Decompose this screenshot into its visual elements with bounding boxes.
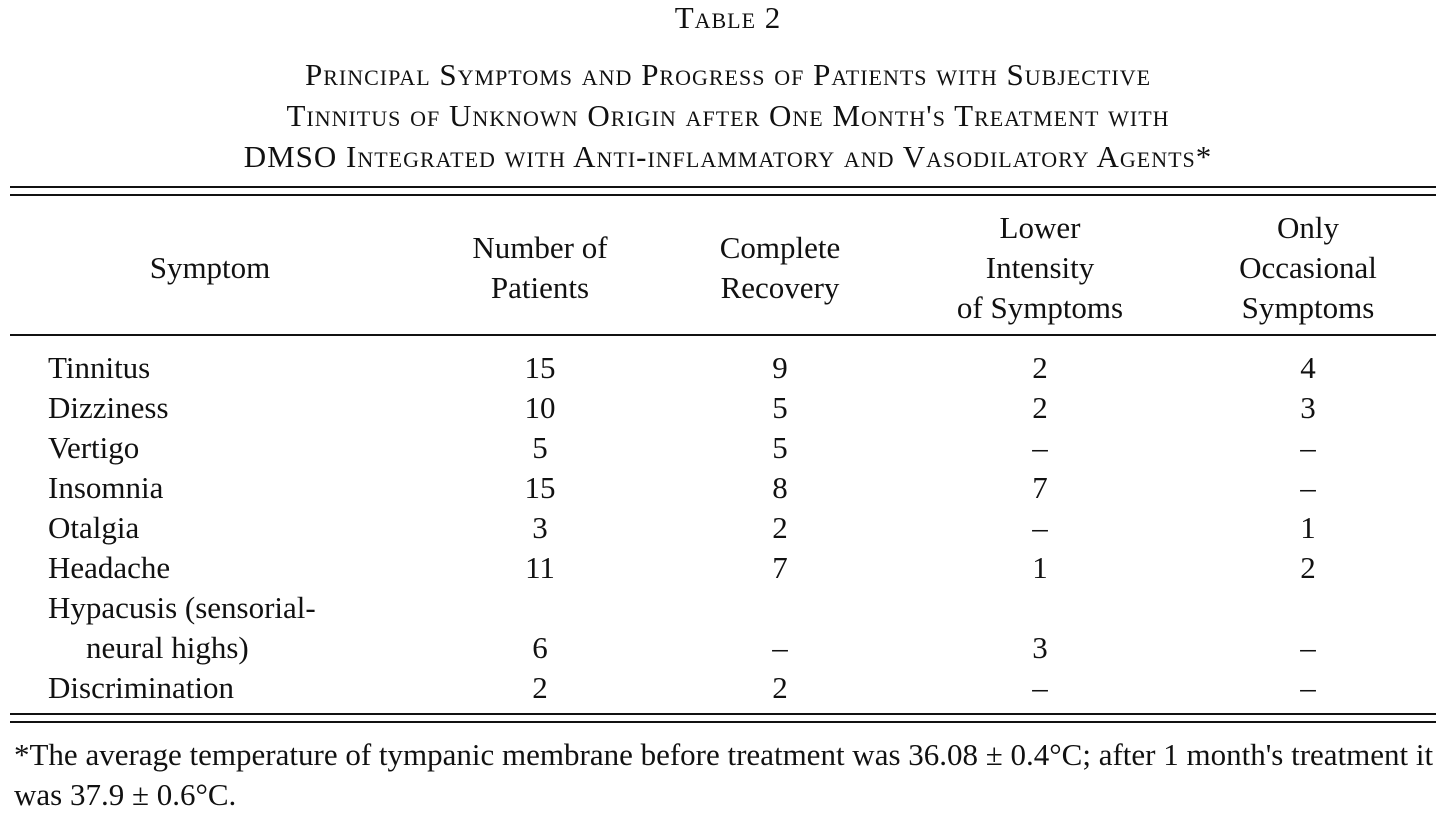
column-header: Complete (719, 230, 841, 265)
cell: 11 (525, 550, 555, 585)
column-header: Occasional (1239, 250, 1377, 285)
row-label: Otalgia (48, 510, 140, 545)
row-label: Hypacusis (sensorial- (48, 590, 316, 625)
cell: 6 (532, 630, 548, 665)
column-header: Lower (999, 210, 1081, 245)
row-label: Dizziness (48, 390, 169, 425)
cell: 2 (772, 670, 788, 705)
cell: 1 (1032, 550, 1048, 585)
row-label: Headache (48, 550, 171, 585)
rule (10, 186, 1436, 188)
cell: 5 (532, 430, 548, 465)
cell: – (1300, 670, 1316, 705)
row-label: neural highs) (86, 630, 249, 665)
cell: – (1032, 510, 1048, 545)
cell: 5 (772, 430, 788, 465)
cell: 2 (1300, 550, 1316, 585)
cell: 10 (524, 390, 556, 425)
column-header: Intensity (985, 250, 1095, 285)
cell: – (1032, 430, 1048, 465)
rule (10, 713, 1436, 715)
rule (10, 194, 1436, 196)
cell: 2 (772, 510, 788, 545)
row-label: Discrimination (48, 670, 234, 705)
cell: – (772, 630, 788, 665)
cell: 1 (1300, 510, 1316, 545)
cell: 7 (1032, 470, 1048, 505)
column-header: Only (1277, 210, 1339, 245)
cell: 7 (772, 550, 788, 585)
footnote: *The average temperature of tympanic mem… (14, 737, 1434, 812)
cell: – (1032, 670, 1048, 705)
table-title: Tinnitus of Unknown Origin after One Mon… (286, 98, 1170, 133)
cell: 3 (1300, 390, 1316, 425)
column-header: Symptoms (1241, 290, 1375, 325)
row-label: Tinnitus (48, 350, 151, 385)
cell: 15 (524, 350, 556, 385)
cell: 2 (1032, 390, 1048, 425)
cell: 3 (532, 510, 548, 545)
cell: 8 (772, 470, 788, 505)
column-header: Symptom (149, 250, 271, 285)
column-header: of Symptoms (956, 290, 1124, 325)
table-title: Principal Symptoms and Progress of Patie… (304, 57, 1152, 92)
column-header: Number of (472, 230, 608, 265)
column-header: Patients (490, 270, 590, 305)
column-header: Recovery (720, 270, 840, 305)
table-title: DMSO Integrated with Anti-inflammatory a… (243, 139, 1213, 174)
row-label: Insomnia (48, 470, 164, 505)
cell: 4 (1300, 350, 1316, 385)
row-label: Vertigo (48, 430, 140, 465)
cell: 2 (532, 670, 548, 705)
cell: 15 (524, 470, 556, 505)
table-label: Table 2 (674, 0, 782, 35)
cell: 2 (1032, 350, 1048, 385)
cell: 3 (1032, 630, 1048, 665)
cell: – (1300, 630, 1316, 665)
cell: 9 (772, 350, 788, 385)
rule (10, 721, 1436, 723)
cell: – (1300, 470, 1316, 505)
rule (10, 334, 1436, 336)
cell: 5 (772, 390, 788, 425)
cell: – (1300, 430, 1316, 465)
